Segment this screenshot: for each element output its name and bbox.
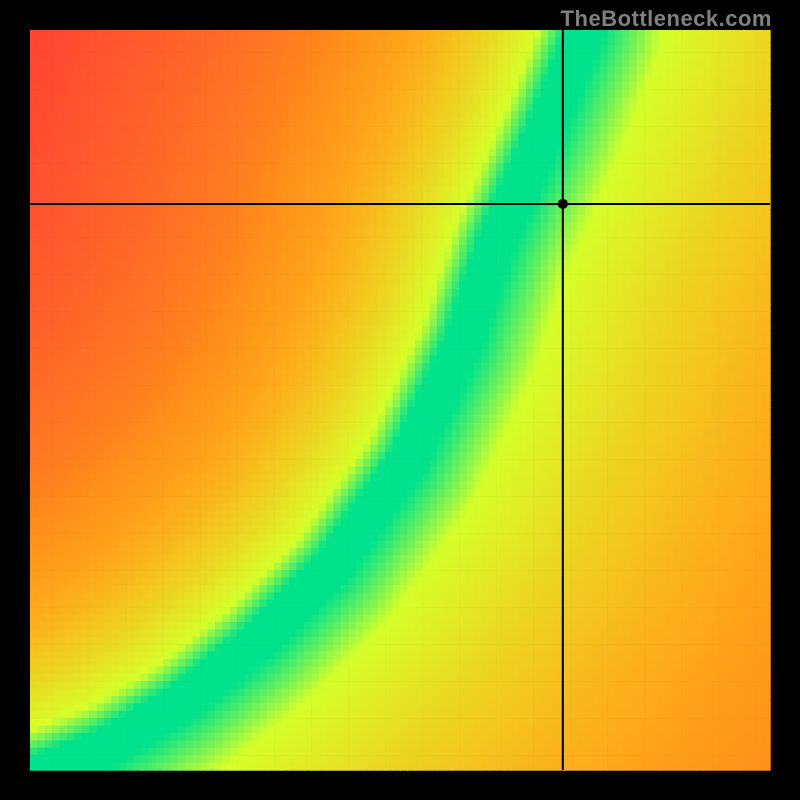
watermark-text: TheBottleneck.com (561, 6, 772, 32)
chart-container: TheBottleneck.com (0, 0, 800, 800)
heatmap-canvas (0, 0, 800, 800)
